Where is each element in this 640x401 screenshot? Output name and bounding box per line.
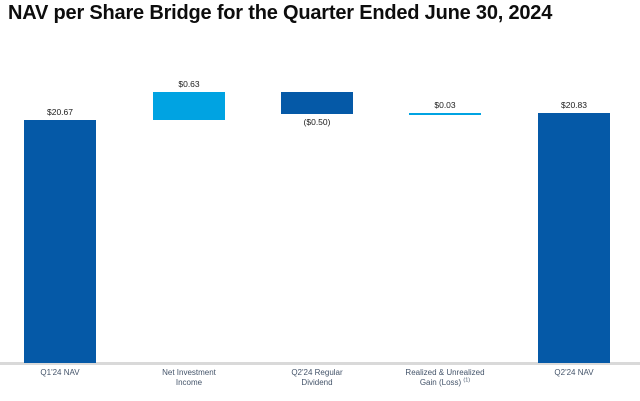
value-label-q2-24-nav: $20.83 — [561, 100, 587, 110]
x-axis-line — [0, 362, 640, 365]
category-label-realized-unrealized-gain-loss: Realized & Unrealized Gain (Loss) (1) — [405, 368, 485, 387]
category-label-net-investment-income: Net Investment Income — [162, 368, 216, 387]
value-label-q2-24-regular-dividend: ($0.50) — [303, 117, 331, 127]
bar-q2-24-nav — [538, 113, 610, 363]
value-label-q1-24-nav: $20.67 — [47, 107, 73, 117]
category-label-q1-24-nav: Q1'24 NAV — [40, 368, 80, 377]
category-label-q2-24-nav: Q2'24 NAV — [554, 368, 594, 377]
footnote-marker: (1) — [463, 376, 471, 383]
bar-q2-24-regular-dividend — [281, 92, 353, 114]
value-label-net-investment-income: $0.63 — [178, 79, 200, 89]
bar-realized-unrealized-gain-loss — [409, 113, 481, 115]
bar-net-investment-income — [153, 92, 225, 120]
chart-title: NAV per Share Bridge for the Quarter End… — [8, 2, 553, 24]
bar-q1-24-nav — [24, 120, 96, 363]
category-label-q2-24-regular-dividend: Q2'24 Regular Dividend — [291, 368, 343, 387]
value-label-realized-unrealized-gain-loss: $0.03 — [434, 100, 456, 110]
